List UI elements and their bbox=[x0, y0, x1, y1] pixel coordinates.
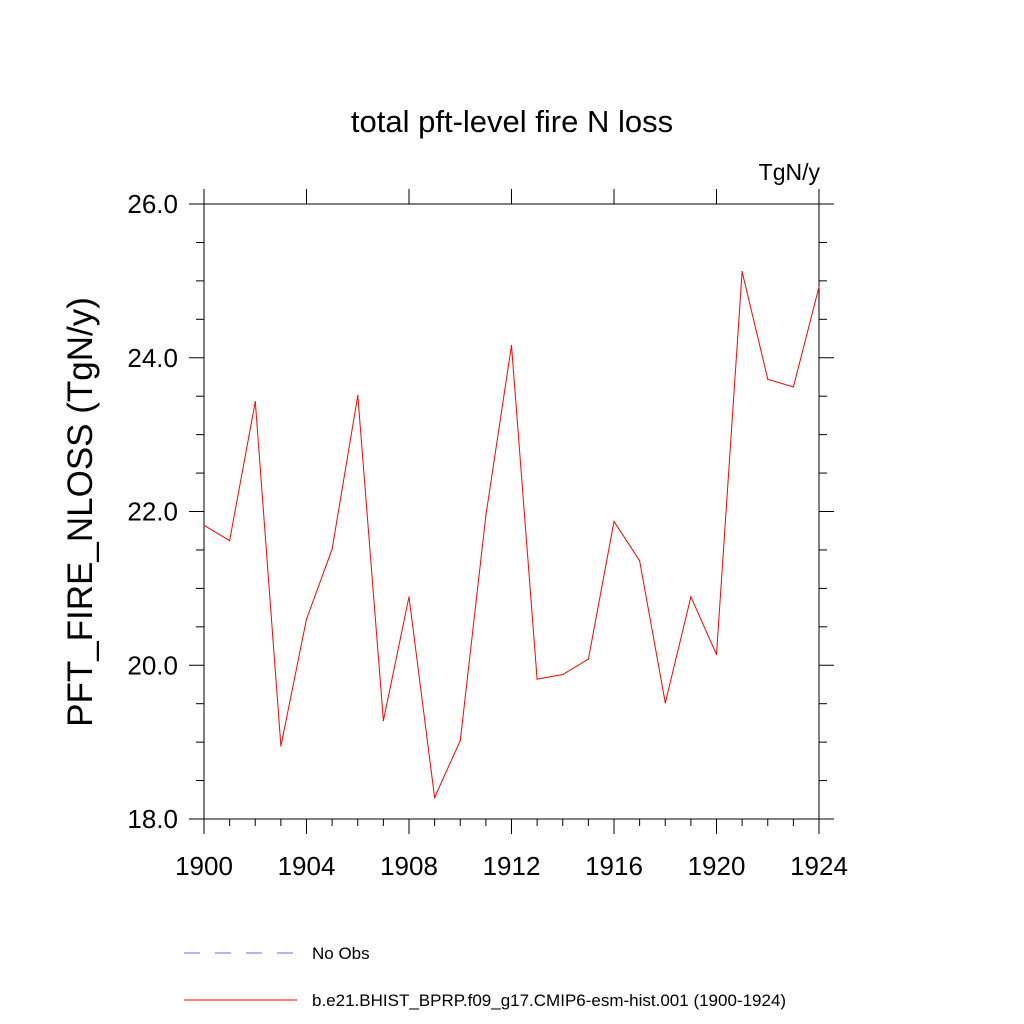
y-tick-label: 24.0 bbox=[127, 343, 178, 373]
data-point bbox=[305, 618, 308, 620]
data-point bbox=[434, 796, 436, 799]
axes: 18.0 20.0 22.0 24.0 26.0 1900 1904 1908 1912 1916… bbox=[127, 189, 848, 881]
y-tick-label: 22.0 bbox=[127, 497, 178, 527]
data-point bbox=[408, 596, 410, 598]
data-point bbox=[254, 400, 256, 403]
data-point bbox=[690, 596, 692, 598]
y-tick-label: 20.0 bbox=[127, 650, 178, 680]
data-point bbox=[382, 720, 384, 722]
data-point bbox=[715, 653, 718, 656]
data-point bbox=[664, 702, 666, 704]
chart-title: total pft-level fire N loss bbox=[351, 104, 673, 139]
data-point bbox=[229, 540, 231, 542]
legend-label: b.e21.BHIST_BPRP.f09_g17.CMIP6-esm-hist.… bbox=[312, 991, 786, 1010]
data-point bbox=[639, 560, 641, 562]
data-point bbox=[203, 524, 205, 526]
data-point bbox=[562, 673, 564, 676]
data-point bbox=[536, 678, 538, 680]
plot-frame bbox=[203, 203, 820, 820]
x-tick-label: 1900 bbox=[175, 851, 233, 881]
data-point bbox=[767, 378, 769, 380]
units-label: TgN/y bbox=[759, 159, 821, 185]
y-tick-label: 26.0 bbox=[127, 189, 178, 219]
data-point bbox=[587, 658, 589, 660]
data-point bbox=[331, 548, 333, 550]
x-tick-label: 1920 bbox=[688, 851, 746, 881]
data-point bbox=[510, 344, 513, 347]
data-point bbox=[459, 739, 461, 742]
legend: No Obs b.e21.BHIST_BPRP.f09_g17.CMIP6-esm… bbox=[184, 944, 786, 1010]
data-point bbox=[741, 271, 743, 273]
x-tick-label: 1924 bbox=[790, 851, 848, 881]
series-line bbox=[203, 271, 820, 800]
data-point bbox=[485, 514, 487, 516]
y-tick-label: 18.0 bbox=[127, 804, 178, 834]
x-tick-label: 1904 bbox=[278, 851, 336, 881]
x-tick-label: 1912 bbox=[483, 851, 541, 881]
legend-label: No Obs bbox=[312, 944, 370, 963]
y-axis-label: PFT_FIRE_NLOSS (TgN/y) bbox=[61, 297, 100, 727]
data-point bbox=[280, 745, 282, 747]
data-point bbox=[357, 394, 359, 397]
data-point bbox=[792, 386, 794, 388]
data-point bbox=[818, 286, 820, 288]
x-tick-label: 1908 bbox=[380, 851, 438, 881]
x-tick-label: 1916 bbox=[585, 851, 643, 881]
data-point bbox=[613, 520, 615, 523]
series-layer bbox=[203, 271, 820, 800]
